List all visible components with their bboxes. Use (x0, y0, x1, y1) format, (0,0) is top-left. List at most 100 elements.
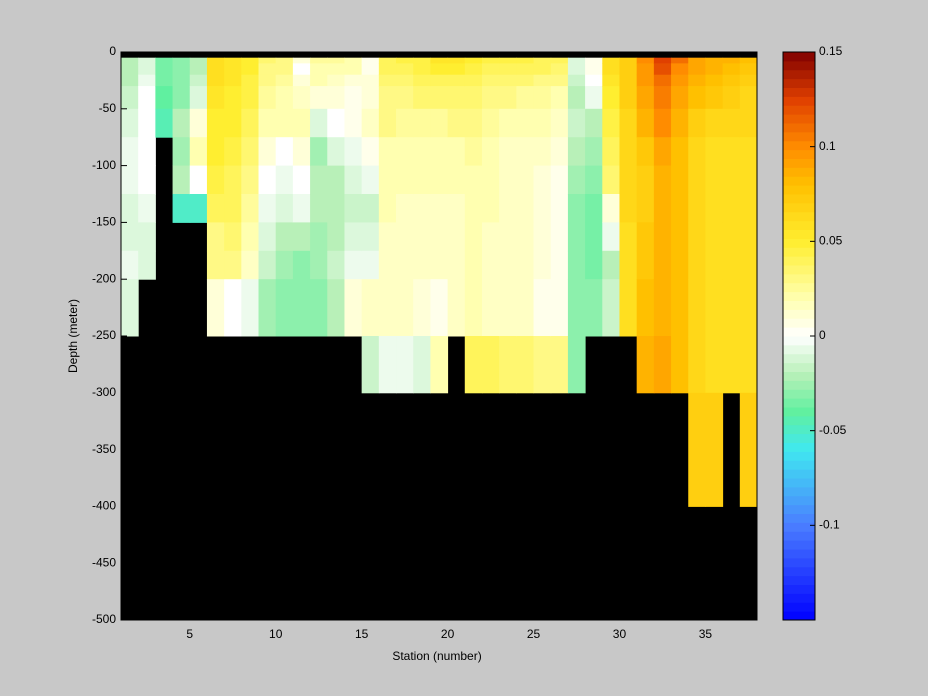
heatmap-cell (481, 57, 500, 64)
heatmap-cell (361, 222, 380, 252)
heatmap-cell (206, 63, 225, 76)
heatmap-cell (688, 137, 706, 167)
heatmap-cell (396, 57, 414, 64)
heatmap-cell (189, 57, 208, 64)
heatmap-cell (653, 222, 672, 252)
heatmap-cell (481, 222, 500, 252)
colorbar-segment (783, 495, 815, 506)
heatmap-cell (653, 86, 672, 110)
heatmap-cell (481, 279, 500, 337)
heatmap-cell (258, 250, 277, 280)
heatmap-cell (602, 279, 620, 337)
heatmap-cell (705, 86, 724, 110)
heatmap-cell (430, 57, 449, 64)
heatmap-cell (172, 74, 191, 87)
heatmap-cell (275, 57, 294, 64)
heatmap-cell (550, 137, 569, 167)
heatmap-cell (619, 222, 638, 252)
heatmap-cell (206, 74, 225, 87)
heatmap-cell (172, 194, 191, 223)
heatmap-cell (499, 63, 517, 76)
heatmap-cell (516, 57, 535, 64)
heatmap-cell (705, 165, 724, 195)
heatmap-cell (430, 250, 449, 280)
heatmap-cell (550, 222, 569, 252)
heatmap-cell (636, 222, 655, 252)
heatmap-cell (619, 194, 638, 223)
heatmap-cell (310, 250, 328, 280)
colorbar-segment (783, 256, 815, 266)
colorbar-segment (783, 202, 815, 213)
heatmap-cell (585, 74, 603, 87)
heatmap-cell (344, 137, 363, 167)
heatmap-cell (241, 57, 260, 64)
heatmap-cell (705, 222, 724, 252)
heatmap-cell (378, 74, 397, 87)
colorbar-segment (783, 486, 815, 497)
heatmap-cell (602, 165, 620, 195)
heatmap-cell (275, 165, 294, 195)
heatmap-cell (602, 250, 620, 280)
heatmap-cell (310, 222, 328, 252)
heatmap-cell (361, 74, 380, 87)
heatmap-cell (653, 108, 672, 138)
heatmap-cell (447, 250, 466, 280)
heatmap-cell (378, 250, 397, 280)
heatmap-cell (344, 222, 363, 252)
heatmap-cell (275, 279, 294, 337)
colorbar-segment (783, 265, 815, 275)
heatmap-cell (275, 137, 294, 167)
heatmap-cell (481, 86, 500, 110)
colorbar-tick-label: -0.05 (819, 423, 847, 437)
heatmap-cell (619, 165, 638, 195)
heatmap-cell (516, 222, 535, 252)
heatmap-cell (671, 86, 689, 110)
x-tick-label: 5 (186, 627, 193, 641)
heatmap-cell (310, 57, 328, 64)
y-tick-label: -500 (92, 612, 116, 626)
heatmap-cell (464, 86, 483, 110)
heatmap-cell (378, 86, 397, 110)
heatmap-cell (550, 63, 569, 76)
heatmap-cell (138, 63, 156, 76)
colorbar-tick-label: -0.1 (819, 518, 840, 532)
heatmap-cell (516, 63, 535, 76)
heatmap-cell (464, 74, 483, 87)
colorbar-tick-label: 0 (819, 328, 826, 342)
heatmap-cell (567, 336, 586, 394)
heatmap-cell (344, 57, 363, 64)
heatmap-cell (121, 108, 139, 138)
heatmap-cell (292, 57, 311, 64)
colorbar-tick-label: 0.1 (819, 139, 836, 153)
heatmap-cell (224, 222, 242, 252)
heatmap-cell (585, 222, 603, 252)
heatmap-cell (378, 137, 397, 167)
colorbar-segment (783, 584, 815, 594)
heatmap-cell (550, 279, 569, 337)
heatmap-cell (206, 279, 225, 337)
heatmap-cell (567, 165, 586, 195)
heatmap-cell (430, 194, 449, 223)
heatmap-cell (292, 165, 311, 195)
heatmap-cell (499, 279, 517, 337)
heatmap-cell (413, 74, 431, 87)
heatmap-cell (688, 392, 706, 507)
colorbar-segment (783, 424, 815, 435)
heatmap-cell (430, 279, 449, 337)
heatmap-cell (516, 108, 535, 138)
heatmap-cell (413, 108, 431, 138)
y-tick-label: -50 (99, 101, 117, 115)
heatmap-cell (413, 57, 431, 64)
heatmap-cell (636, 74, 655, 87)
heatmap-cell (413, 63, 431, 76)
heatmap-cell (636, 336, 655, 394)
heatmap-cell (327, 165, 345, 195)
heatmap-cell (310, 108, 328, 138)
colorbar-segment (783, 238, 815, 248)
heatmap-cell (567, 57, 586, 64)
heatmap-cell (653, 137, 672, 167)
heatmap-cell (413, 137, 431, 167)
colorbar-segment (783, 167, 815, 177)
heatmap-cell (138, 57, 156, 64)
heatmap-cell (430, 86, 449, 110)
